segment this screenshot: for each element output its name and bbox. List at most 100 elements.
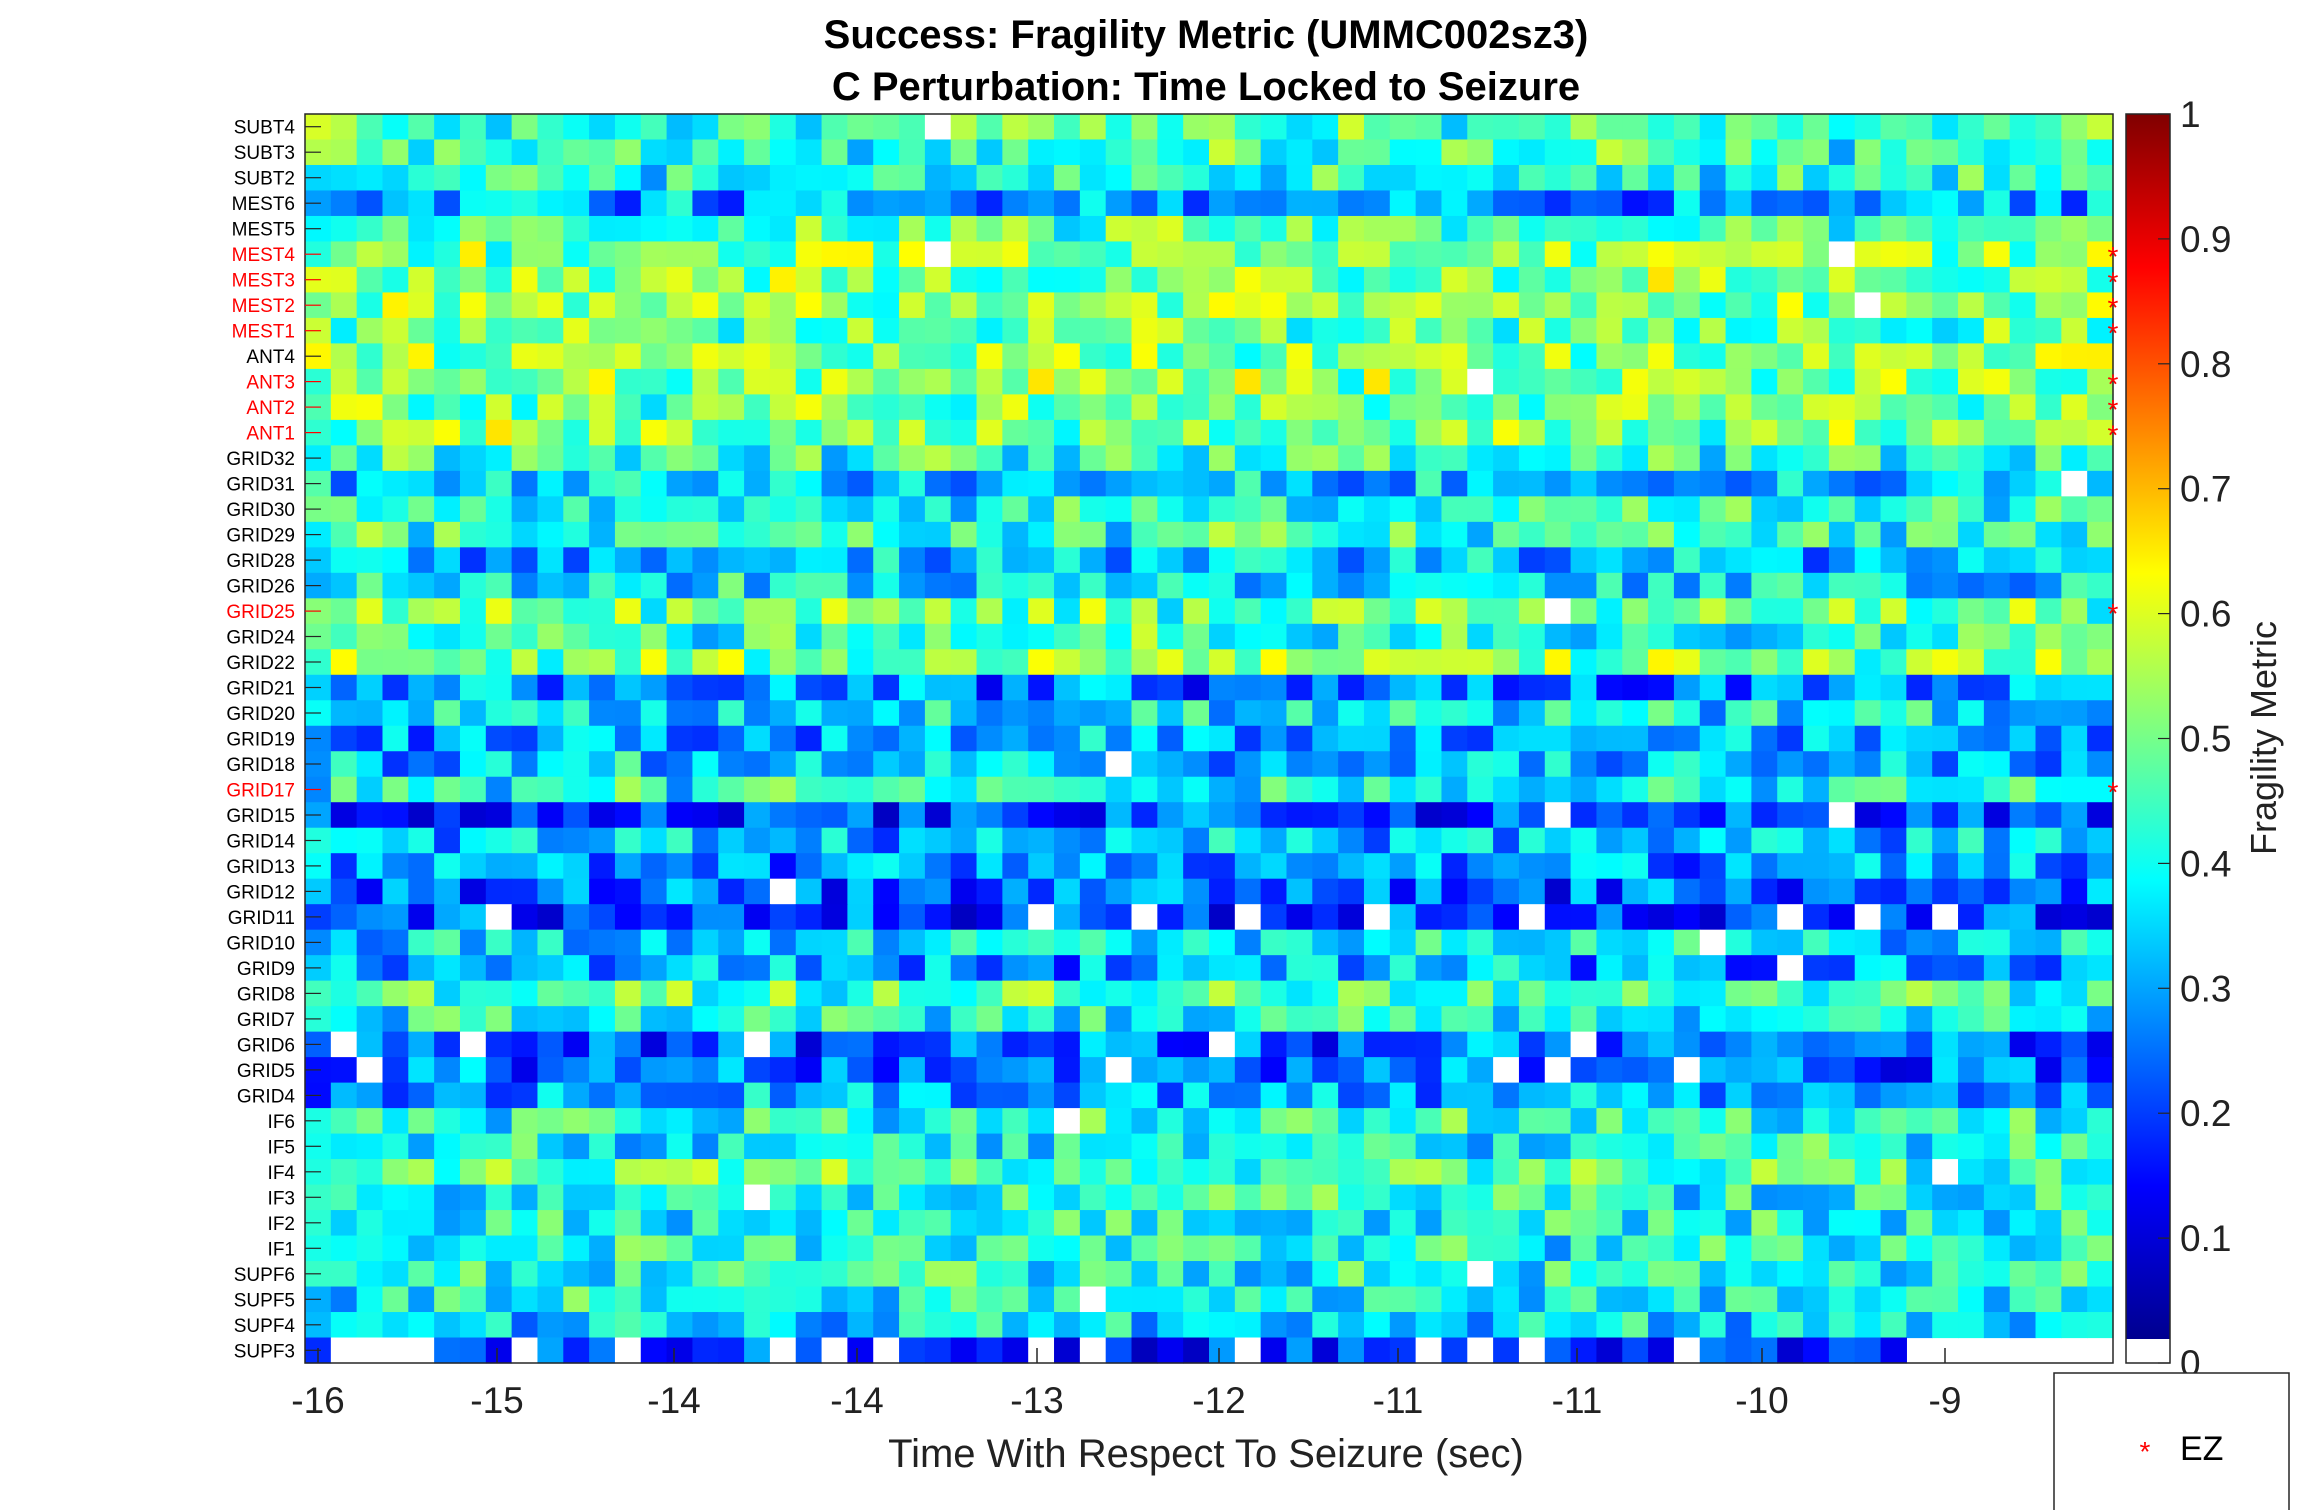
heatmap-cell: [1880, 394, 1907, 421]
heatmap-cell: [899, 547, 926, 574]
heatmap-cell: [1028, 343, 1055, 370]
heatmap-cell: [1441, 317, 1468, 345]
heatmap-cell: [1209, 266, 1236, 294]
heatmap-cell: [2009, 445, 2037, 472]
heatmap-cell: [1673, 419, 1701, 446]
heatmap-cell: [1105, 292, 1133, 319]
heatmap-cell: [1131, 623, 1158, 650]
heatmap-cell: [1131, 1108, 1158, 1135]
heatmap-cell: [1054, 751, 1081, 778]
heatmap-cell: [459, 114, 487, 141]
heatmap-cell: [2061, 368, 2088, 395]
heatmap-cell: [1518, 241, 1546, 268]
heatmap-cell: [1518, 114, 1546, 141]
heatmap-cell: [1363, 725, 1391, 752]
heatmap-cell: [1958, 190, 1985, 217]
heatmap-cell: [2061, 419, 2088, 446]
heatmap-cell: [563, 470, 590, 497]
heatmap-cell: [821, 751, 848, 778]
heatmap-cell: [1312, 674, 1339, 701]
heatmap-cell: [1958, 1286, 1985, 1313]
heatmap-cell: [795, 827, 823, 854]
heatmap-cell: [1983, 929, 2011, 956]
heatmap-cell: [795, 802, 823, 829]
heatmap-cell: [1286, 1261, 1313, 1288]
heatmap-cell: [589, 1286, 616, 1313]
heatmap-cell: [640, 1261, 668, 1288]
heatmap-cell: [1415, 1337, 1443, 1364]
heatmap-cell: [1596, 929, 1623, 956]
heatmap-cell: [1286, 1133, 1313, 1160]
heatmap-cell: [382, 878, 409, 905]
ez-star: *: [2108, 394, 2119, 425]
channel-label: SUPF4: [234, 1316, 296, 1337]
heatmap-cell: [899, 139, 926, 166]
heatmap-cell: [1260, 1082, 1288, 1109]
heatmap-cell: [511, 1337, 539, 1364]
heatmap-cell: [1338, 470, 1365, 497]
heatmap-cell: [666, 1210, 694, 1237]
heatmap-cell: [382, 776, 409, 803]
heatmap-cell: [459, 649, 487, 676]
heatmap-cell: [2035, 598, 2062, 625]
heatmap-cell: [666, 114, 694, 141]
heatmap-cell: [1054, 1082, 1081, 1109]
heatmap-cell: [718, 1031, 745, 1058]
heatmap-cell: [924, 1159, 952, 1186]
heatmap-cell: [1234, 394, 1262, 421]
heatmap-cell: [1493, 1159, 1520, 1186]
heatmap-cell: [1880, 419, 1907, 446]
heatmap-cell: [1906, 1261, 1933, 1288]
heatmap-cell: [356, 1261, 384, 1288]
heatmap-cell: [924, 649, 952, 676]
heatmap-cell: [1286, 904, 1313, 931]
heatmap-cell: [1596, 343, 1623, 370]
heatmap-cell: [769, 700, 797, 727]
heatmap-cell: [1906, 1184, 1933, 1211]
heatmap-cell: [537, 1159, 564, 1186]
heatmap-cell: [1467, 1184, 1494, 1211]
heatmap-cell: [744, 1261, 771, 1288]
heatmap-cell: [2061, 1286, 2088, 1313]
heatmap-cell: [1673, 572, 1701, 599]
heatmap-cell: [666, 955, 694, 982]
heatmap-cell: [1880, 1337, 1907, 1364]
heatmap-cell: [614, 496, 642, 523]
heatmap-cell: [1958, 980, 1985, 1007]
heatmap-cell: [1131, 215, 1158, 243]
heatmap-cell: [1493, 1184, 1520, 1211]
heatmap-cell: [1699, 623, 1727, 650]
heatmap-cell: [1157, 241, 1184, 268]
heatmap-cell: [408, 955, 435, 982]
heatmap-cell: [666, 1133, 694, 1160]
heatmap-cell: [1415, 929, 1443, 956]
heatmap-cell: [976, 215, 1003, 243]
heatmap-cell: [408, 521, 435, 548]
heatmap-cell: [769, 827, 797, 854]
heatmap-cell: [1467, 827, 1494, 854]
heatmap-cell: [1157, 547, 1184, 574]
heatmap-cell: [1312, 827, 1339, 854]
heatmap-cell: [1079, 139, 1107, 166]
heatmap-cell: [1157, 521, 1184, 548]
heatmap-cell: [589, 1006, 616, 1033]
heatmap-cell: [2035, 929, 2062, 956]
heatmap-cell: [1234, 980, 1262, 1007]
heatmap-cell: [511, 292, 539, 319]
heatmap-cell: [382, 139, 409, 166]
heatmap-cell: [1725, 623, 1752, 650]
heatmap-cell: [1880, 521, 1907, 548]
heatmap-cell: [614, 343, 642, 370]
heatmap-cell: [563, 1031, 590, 1058]
heatmap-cell: [976, 572, 1003, 599]
heatmap-cell: [1725, 1312, 1752, 1339]
heatmap-cell: [666, 1312, 694, 1339]
heatmap-cell: [1234, 1337, 1262, 1364]
heatmap-cell: [1002, 1108, 1029, 1135]
heatmap-cell: [1777, 1133, 1804, 1160]
heatmap-cell: [1958, 1082, 1985, 1109]
heatmap-cell: [821, 1108, 848, 1135]
heatmap-cell: [1932, 496, 1959, 523]
heatmap-cell: [769, 114, 797, 141]
heatmap-cell: [1570, 215, 1598, 243]
